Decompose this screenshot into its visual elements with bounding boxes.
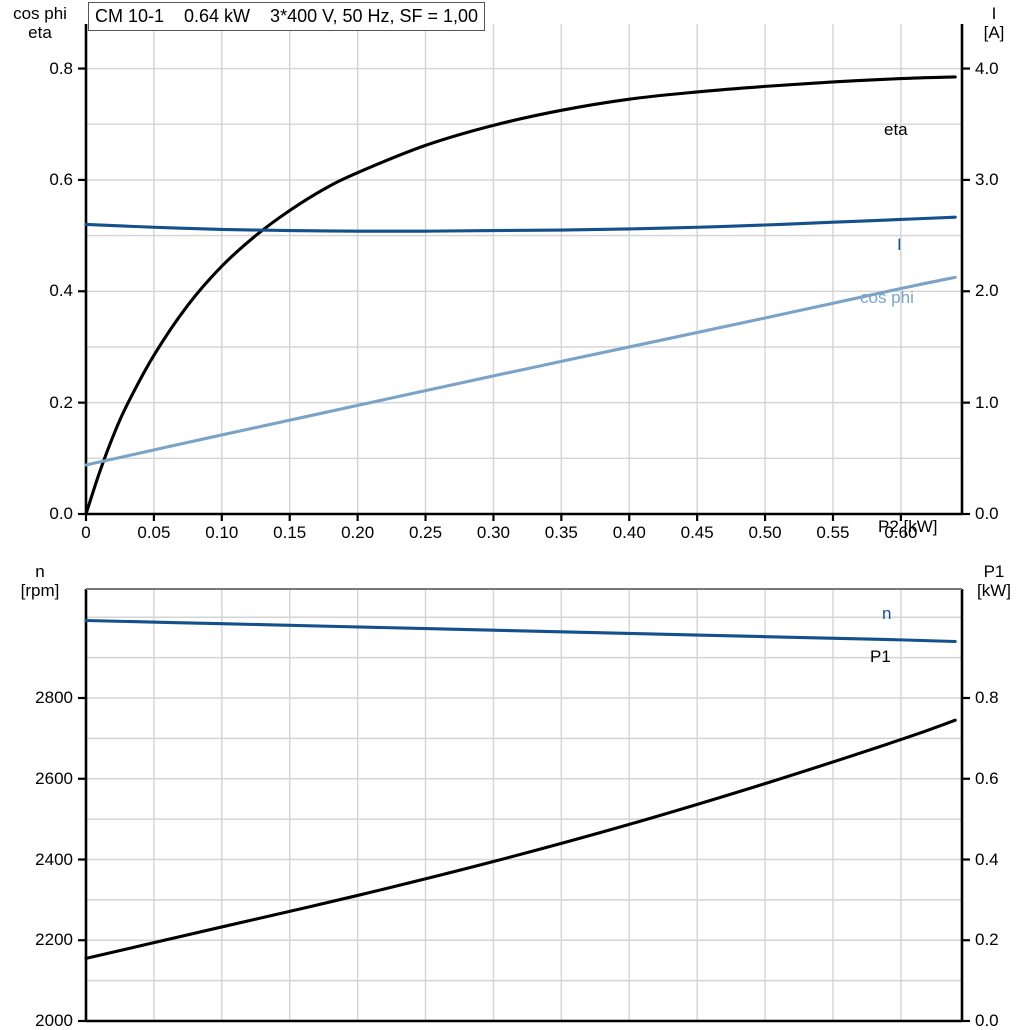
top-right-axis-title: I [A] (983, 4, 1005, 42)
y-axis-tick-label: 2400 (35, 849, 73, 869)
y-axis-tick-label: 0.6 (49, 169, 73, 189)
bottom-right-axis-title: P1 [kW] (977, 562, 1011, 600)
y-axis-tick-label: 0.8 (49, 58, 73, 78)
x-axis-tick-label: 0.25 (408, 523, 443, 542)
y-axis-tick-label: 2200 (35, 930, 73, 950)
y2-axis-tick-label: 3.0 (975, 169, 999, 189)
x-axis-tick-label: 0.55 (816, 523, 850, 542)
x-axis-tick-label: 0.05 (137, 523, 171, 542)
y2-axis-tick-label: 0.0 (975, 1011, 999, 1030)
y2-axis-tick-label: 4.0 (975, 58, 999, 78)
x-axis-tick-label: 0.60 (884, 523, 918, 542)
y-axis-tick-label: 0.0 (49, 504, 73, 523)
y2-axis-tick-label: 1.0 (975, 392, 999, 412)
y-axis-tick-label: 2000 (35, 1011, 73, 1030)
x-axis-tick-label: 0.45 (680, 523, 714, 542)
y2-axis-tick-label: 0.2 (975, 930, 999, 950)
bottom-chart-plot (78, 588, 970, 1023)
x-axis-tick-label: 0.50 (748, 523, 782, 542)
y-axis-tick-label: 2800 (35, 688, 73, 707)
y2-axis-tick-label: 0.4 (975, 849, 999, 869)
x-axis-tick-label: 0.10 (205, 523, 239, 542)
x-axis-tick-label: 0.40 (612, 523, 646, 542)
x-axis-tick-label: 0.30 (476, 523, 510, 542)
top-left-axis-title: cos phi eta (13, 4, 67, 42)
top-chart-plot (78, 24, 970, 521)
x-axis-tick-label: 0 (81, 523, 91, 542)
curve-label-current: I (897, 235, 902, 254)
y2-axis-tick-label: 0.6 (975, 768, 999, 788)
motor-spec-header: CM 10-1 0.64 kW 3*400 V, 50 Hz, SF = 1,0… (88, 2, 486, 31)
y2-axis-tick-label: 0.0 (975, 504, 999, 523)
y-axis-tick-label: 0.2 (49, 392, 73, 412)
bottom-left-axis-title: n [rpm] (20, 562, 60, 600)
x-axis-tick-label: 0.35 (544, 523, 578, 542)
x-axis-tick-label: 0.15 (273, 523, 307, 542)
curve-label-eta: eta (884, 120, 908, 139)
y2-axis-tick-label: 2.0 (975, 281, 999, 301)
y2-axis-tick-label: 0.8 (975, 688, 999, 707)
curve-label-speed: n (882, 604, 892, 623)
top-chart: cos phi eta I [A] P2 [kW] CM 10-1 0.64 k… (13, 2, 1005, 542)
bottom-chart: n [rpm] P1 [kW] n P1 2000 2200 2400 2600 280… (0, 551, 1024, 1029)
curve-label-cos-phi: cos phi (860, 288, 914, 307)
y-axis-tick-label: 2600 (35, 768, 73, 788)
x-axis-tick-label: 0.20 (341, 523, 375, 542)
top-x-axis-title: P2 [kW] (878, 517, 938, 536)
curve-label-power: P1 (870, 647, 891, 666)
y-axis-tick-label: 0.4 (49, 281, 73, 301)
